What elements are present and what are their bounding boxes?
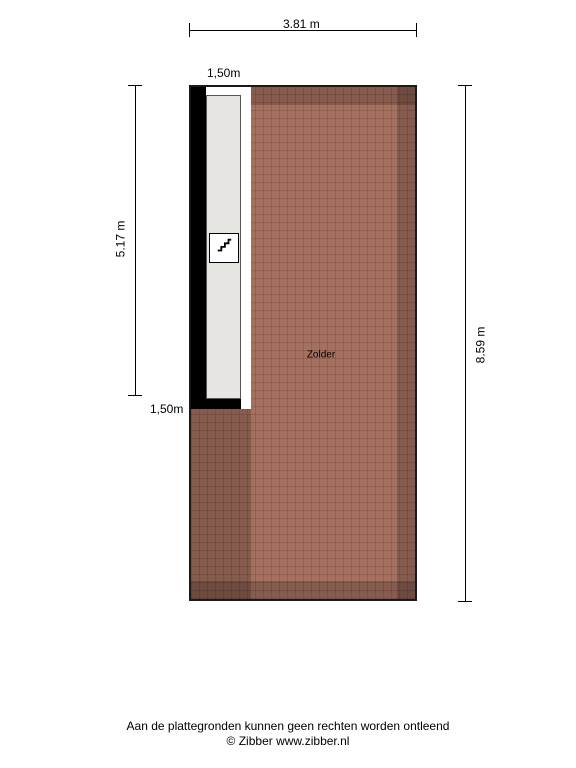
dim-left-label: 5.17 m (113, 221, 127, 258)
dim-top-cap-right (416, 23, 417, 37)
footer: Aan de plattegronden kunnen geen rechten… (0, 719, 576, 750)
footer-copyright: © Zibber www.zibber.nl (0, 734, 576, 750)
dim-top-cap-left (189, 23, 190, 37)
dim-left-line (135, 85, 136, 395)
stair-icon-box (209, 233, 239, 263)
dim-top-label: 3.81 m (283, 17, 320, 31)
footer-disclaimer: Aan de plattegronden kunnen geen rechten… (0, 719, 576, 735)
dim-right-label: 8.59 m (473, 327, 487, 364)
stair-cap (191, 399, 241, 409)
dim-right-cap-top (458, 85, 472, 86)
stairs-icon (215, 237, 233, 260)
plan-outline: Zolder (189, 85, 417, 601)
room-label: Zolder (307, 350, 335, 361)
stair-cutout (191, 87, 251, 409)
dim-left-cap-bottom (128, 395, 142, 396)
dim-upper-top-label: 1,50m (207, 66, 240, 80)
floorplan-canvas: 3.81 m 1,50m 5.17 m 1,50m 8.59 m Zol (0, 0, 576, 768)
dim-lower-left-label: 1,50m (150, 402, 183, 416)
roof-dark-right (397, 87, 415, 599)
dim-left-cap-top (128, 85, 142, 86)
roof-dark-lowerleft (191, 409, 251, 601)
dim-right-cap-bottom (458, 601, 472, 602)
stair-wall (191, 87, 206, 399)
dim-right-line (465, 85, 466, 601)
